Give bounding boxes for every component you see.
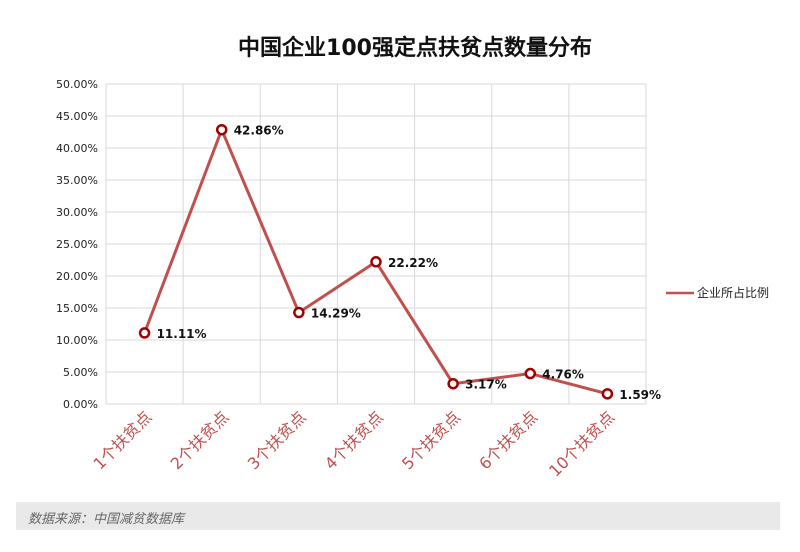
data-label: 14.29% [311,307,361,321]
data-label: 3.17% [465,378,507,392]
legend: 企业所占比例 [666,285,769,300]
data-label: 4.76% [542,368,584,382]
x-tick-label: 2个扶贫点 [167,407,233,473]
y-tick-label: 40.00% [56,142,98,155]
data-label: 11.11% [157,327,207,341]
data-point [370,256,382,268]
y-tick-label: 20.00% [56,270,98,283]
x-tick-label: 3个扶贫点 [244,407,310,473]
data-point [447,377,459,390]
x-axis-ticks: 1个扶贫点 2个扶贫点 3个扶贫点 4个扶贫点 5个扶贫点 6个扶贫点 10个扶贫点 [90,407,619,480]
chart-title: 中国企业100强定点扶贫点数量分布 [238,36,592,61]
y-tick-label: 30.00% [56,206,98,219]
y-tick-label: 50.00% [56,78,98,91]
data-point [138,327,151,339]
x-tick-label: 1个扶贫点 [90,407,156,473]
y-axis-ticks: 0.00% 5.00% 10.00% 15.00% 20.00% 25.00% 30.00%… [56,78,98,411]
source-bar: 数据来源：中国减贫数据库 [16,502,780,530]
data-point [601,388,614,400]
data-label: 22.22% [388,256,438,270]
legend-label: 企业所占比例 [697,285,769,300]
y-tick-label: 45.00% [56,110,98,123]
data-point [293,306,305,319]
y-tick-label: 25.00% [56,238,98,251]
source-text: 数据来源：中国减贫数据库 [28,512,185,527]
x-tick-label: 10个扶贫点 [545,407,618,480]
series-layer: 11.11% 42.86% 14.29% 22.22% 3.17% 4.76% 1.59% [138,123,661,402]
data-point [215,123,228,136]
x-tick-label: 4个扶贫点 [321,407,387,473]
x-tick-label: 5个扶贫点 [398,407,464,473]
data-label: 1.59% [619,388,661,402]
y-tick-label: 15.00% [56,302,98,315]
x-tick-label: 6个扶贫点 [475,407,541,473]
y-tick-label: 0.00% [63,398,98,411]
y-tick-label: 10.00% [56,334,98,347]
grid [105,83,647,405]
y-tick-label: 35.00% [56,174,98,187]
data-label: 42.86% [234,124,284,138]
data-point [524,367,537,380]
y-tick-label: 5.00% [63,366,98,379]
